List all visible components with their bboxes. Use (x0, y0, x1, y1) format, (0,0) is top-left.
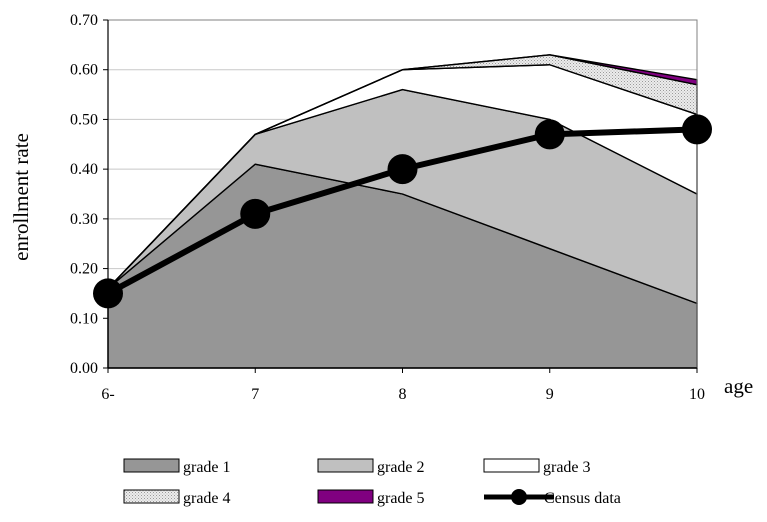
census-line (93, 114, 712, 309)
point-census-data-3 (534, 119, 565, 150)
point-census-data-1 (240, 198, 271, 229)
y-tick-label-6: 0.60 (70, 62, 98, 79)
y-tick-label-5: 0.50 (70, 111, 98, 128)
y-tick-label-2: 0.20 (70, 261, 98, 278)
x-tick-label-2: 8 (399, 386, 407, 403)
legend-swatch-marker-census-data (511, 489, 527, 505)
x-axis-ticks: 6- 7 8 9 10 (101, 368, 705, 403)
legend-label-grade-3: grade 3 (543, 459, 591, 476)
legend-label-grade-4: grade 4 (183, 490, 231, 507)
y-tick-label-1: 0.10 (70, 310, 98, 327)
y-tick-label-4: 0.40 (70, 161, 98, 178)
point-census-data-4 (682, 114, 712, 145)
legend-swatch-grade-1 (123, 458, 180, 473)
x-tick-label-4: 10 (689, 386, 705, 403)
legend-swatch-grade-4 (123, 489, 180, 504)
legend: grade 1 grade 2 grade 3 grade 4 grade 5 Censu… (123, 458, 621, 507)
legend-swatch-grade-5 (317, 489, 374, 504)
x-axis-label: age (724, 374, 753, 398)
x-tick-label-1: 7 (251, 386, 259, 403)
point-census-data-2 (387, 154, 418, 185)
y-axis-label: enrollment rate (9, 133, 33, 261)
stacked-areas (107, 54, 698, 369)
x-tick-label-3: 9 (546, 386, 554, 403)
legend-label-grade-2: grade 2 (377, 459, 425, 476)
legend-swatch-grade-2 (317, 458, 374, 473)
legend-label-census-data: Census data (544, 490, 621, 507)
y-tick-label-0: 0.00 (70, 360, 98, 377)
y-tick-label-7: 0.70 (70, 12, 98, 29)
point-census-data-0 (93, 278, 123, 309)
legend-label-grade-1: grade 1 (183, 459, 231, 476)
y-axis-ticks: 0.00 0.10 0.20 0.30 0.40 0.50 0.60 0.70 (70, 12, 108, 377)
x-tick-label-0: 6- (101, 386, 114, 403)
legend-label-grade-5: grade 5 (377, 490, 425, 507)
legend-swatch-grade-3 (483, 458, 540, 473)
y-tick-label-3: 0.30 (70, 211, 98, 228)
